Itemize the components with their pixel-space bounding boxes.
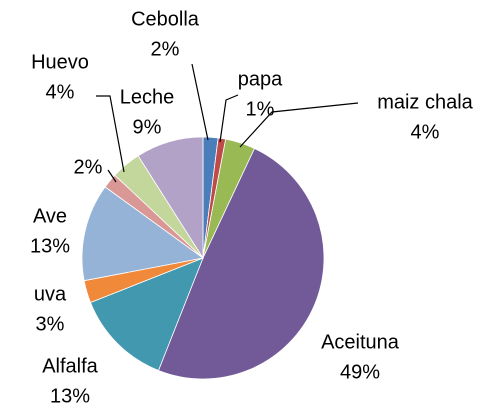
- slice-name: papa: [238, 68, 283, 90]
- slice-value: 4%: [46, 81, 75, 103]
- pie-slice: [137, 136, 204, 260]
- slice-name: Alfalfa: [42, 355, 98, 377]
- leader-line: [191, 63, 209, 141]
- slice-name: uva: [34, 283, 67, 305]
- pie-slice: [89, 257, 204, 372]
- pie-slice: [157, 147, 325, 380]
- slice-name: Cebolla: [131, 8, 200, 30]
- leader-line: [239, 102, 359, 148]
- slice-value: 49%: [340, 361, 380, 383]
- slice-name: maiz chala: [377, 91, 473, 113]
- slice-value: 3%: [36, 313, 65, 335]
- leader-line: [219, 94, 239, 143]
- leader-line: [107, 169, 117, 183]
- slice-value: 13%: [30, 235, 70, 257]
- slice-name: Huevo: [31, 51, 89, 73]
- slice-name: Ave: [33, 205, 67, 227]
- pie-slice: [81, 186, 204, 282]
- slice-value: 4%: [411, 121, 440, 143]
- slice-value: 2%: [151, 38, 180, 60]
- slice-name: Leche: [120, 86, 175, 108]
- leader-lines: [96, 63, 359, 183]
- slice-value: 2%: [74, 156, 103, 178]
- slice-value: 13%: [50, 385, 90, 407]
- slice-value: 1%: [246, 98, 275, 120]
- slice-name: Aceituna: [321, 331, 400, 353]
- slice-value: 9%: [133, 116, 162, 138]
- leader-line: [96, 95, 125, 173]
